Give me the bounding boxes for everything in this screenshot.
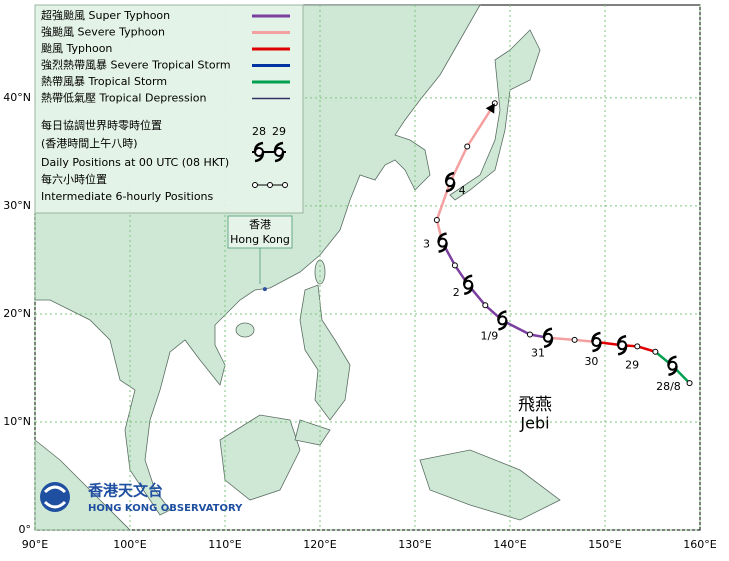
legend-daily-hkt: (香港時間上午八時) xyxy=(41,137,138,150)
cyclone-arms xyxy=(437,232,448,253)
legend-box xyxy=(34,4,304,214)
track-position xyxy=(686,380,693,387)
cyclone-arms xyxy=(253,141,265,163)
y-tick-label: 30°N xyxy=(3,199,31,212)
daily-label: 31 xyxy=(531,347,545,360)
cyclone-arms xyxy=(667,355,678,377)
x-tick-label: 130°E xyxy=(398,538,431,551)
logo-zh: 香港天文台 xyxy=(88,482,163,500)
track-position xyxy=(464,143,471,150)
x-tick-label: 110°E xyxy=(208,538,241,551)
legend-sixhourly-dot xyxy=(267,182,273,188)
daily-position xyxy=(591,331,602,353)
logo-en: HONG KONG OBSERVATORY xyxy=(88,503,243,514)
daily-label: 30 xyxy=(584,355,598,368)
legend-sixhourly-dot xyxy=(252,182,258,188)
y-tick-label: 10°N xyxy=(3,415,31,428)
legend-label: 颱風 Typhoon xyxy=(41,42,112,55)
daily-label: 28/8 xyxy=(656,380,681,393)
daily-position xyxy=(497,310,508,331)
x-tick-label: 120°E xyxy=(303,538,336,551)
cyclone-arms xyxy=(591,331,602,353)
track-position xyxy=(652,348,659,355)
legend-sixhourly-zh: 每六小時位置 xyxy=(41,172,107,186)
legend-label: 熱帶風暴 Tropical Storm xyxy=(41,75,167,88)
storm-name-en: Jebi xyxy=(519,414,549,433)
daily-label: 4 xyxy=(459,184,466,197)
y-tick-label: 40°N xyxy=(3,91,31,104)
y-tick-label: 0° xyxy=(19,523,32,536)
x-tick-label: 90°E xyxy=(22,538,48,551)
legend-daily-zh: 每日協調世界時零時位置 xyxy=(41,118,162,132)
x-tick-label: 140°E xyxy=(493,538,526,551)
daily-position xyxy=(667,355,678,377)
cyclone-arms xyxy=(542,327,554,348)
legend-label: 熱帶低氣壓 Tropical Depression xyxy=(41,91,207,105)
hong-kong-label: 香港 Hong Kong xyxy=(227,215,293,284)
cyclone-arms xyxy=(444,171,456,193)
daily-position xyxy=(437,232,448,253)
cyclone-arms xyxy=(462,274,474,296)
track: 28/8 29 30 31 1/9 2 3 4 xyxy=(423,100,693,393)
y-tick-label: 20°N xyxy=(3,307,31,320)
daily-position xyxy=(444,171,456,193)
daily-label: 2 xyxy=(453,286,460,299)
track-position xyxy=(482,302,489,309)
track-position xyxy=(433,216,440,223)
daily-position xyxy=(462,274,474,296)
track-position xyxy=(526,331,533,338)
x-tick-label: 100°E xyxy=(113,538,146,551)
track-segment xyxy=(636,345,656,353)
legend-sample-day: 29 xyxy=(272,125,286,138)
daily-position xyxy=(542,327,554,348)
hong-kong-en: Hong Kong xyxy=(230,233,290,246)
track-segment xyxy=(449,145,469,183)
cyclone-arms xyxy=(273,141,285,163)
track-segment xyxy=(435,181,452,221)
legend-daily-en: Daily Positions at 00 UTC (08 HKT) xyxy=(41,156,229,169)
hong-kong-point xyxy=(262,287,267,292)
track-position xyxy=(451,262,458,269)
x-tick-label: 160°E xyxy=(683,538,716,551)
daily-label: 3 xyxy=(423,238,430,251)
track-position xyxy=(634,343,641,350)
legend: 超強颱風 Super Typhoon 強颱風 Severe Typhoon 颱風 T… xyxy=(41,8,290,203)
logo-emblem-mark xyxy=(43,485,67,509)
track-arrow xyxy=(485,103,495,114)
legend-sixhourly-dot xyxy=(282,182,288,188)
track-position xyxy=(571,336,578,343)
cyclone-arms xyxy=(497,310,508,331)
cyclone-arms xyxy=(616,335,628,356)
daily-label: 29 xyxy=(625,358,639,371)
daily-position xyxy=(616,335,628,356)
daily-label: 1/9 xyxy=(481,329,499,342)
legend-sample-day: 28 xyxy=(252,125,266,138)
legend-label: 強烈熱帶風暴 Severe Tropical Storm xyxy=(41,58,231,72)
storm-name-zh: 飛燕 xyxy=(518,395,552,415)
legend-label: 強颱風 Severe Typhoon xyxy=(41,26,165,39)
x-tick-label: 150°E xyxy=(588,538,621,551)
logo: 香港天文台 HONG KONG OBSERVATORY xyxy=(40,482,243,514)
legend-label: 超強颱風 Super Typhoon xyxy=(41,8,170,22)
legend-sixhourly-en: Intermediate 6-hourly Positions xyxy=(41,190,214,203)
hong-kong-zh: 香港 xyxy=(249,218,271,231)
